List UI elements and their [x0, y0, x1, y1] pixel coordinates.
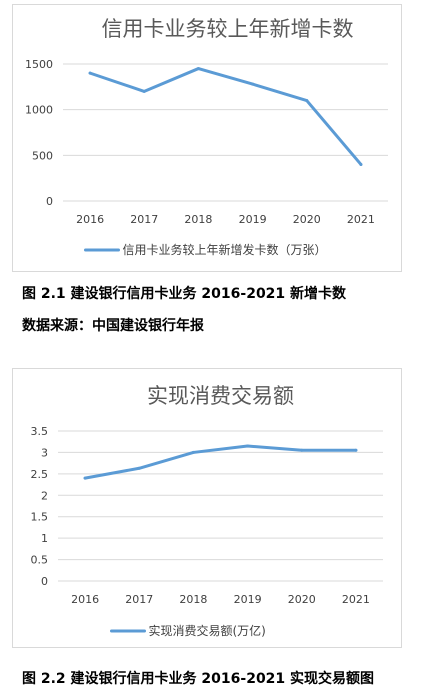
figure-caption-2-1: 图 2.1 建设银行信用卡业务 2016-2021 新增卡数 — [22, 286, 347, 302]
data-source-note: 数据来源：中国建设银行年报 — [22, 318, 204, 334]
data-point — [142, 89, 146, 93]
x-tick-label: 2020 — [288, 593, 316, 606]
y-tick-label: 1000 — [25, 104, 53, 117]
figure-caption-2-2: 图 2.2 建设银行信用卡业务 2016-2021 实现交易额图 — [22, 671, 375, 687]
x-tick-label: 2021 — [342, 593, 370, 606]
y-tick-label: 3 — [41, 446, 48, 459]
series-line — [83, 444, 358, 480]
x-tick-label: 2016 — [76, 213, 104, 226]
y-tick-label: 0 — [41, 575, 48, 588]
x-tick-label: 2017 — [125, 593, 153, 606]
y-tick-label: 1.5 — [31, 511, 49, 524]
data-point — [300, 448, 304, 452]
y-tick-label: 2 — [41, 489, 48, 502]
data-point — [137, 466, 141, 470]
y-tick-label: 500 — [32, 149, 53, 162]
y-tick-label: 0.5 — [31, 554, 49, 567]
x-tick-label: 2019 — [234, 593, 262, 606]
y-tick-label: 0 — [46, 195, 53, 208]
data-point — [88, 71, 92, 75]
chart-consumption-volume-svg: 实现消费交易额 0 0.5 1 1.5 2 2.5 3 3.5 2016 2017 2018 2019 2… — [31, 384, 383, 638]
chart-new-cards-svg: 信用卡业务较上年新增卡数 0 500 1000 1500 2016 2017 2018 2019… — [25, 17, 388, 257]
x-tick-label: 2018 — [184, 213, 212, 226]
data-point — [83, 476, 87, 480]
x-tick-label: 2019 — [239, 213, 267, 226]
y-tick-label: 1500 — [25, 58, 53, 71]
chart-title: 实现消费交易额 — [147, 384, 294, 408]
legend-label: 实现消费交易额(万亿) — [149, 623, 266, 638]
data-point — [246, 444, 250, 448]
y-tick-label: 1 — [41, 532, 48, 545]
x-tick-label: 2021 — [347, 213, 375, 226]
x-tick-label: 2020 — [293, 213, 321, 226]
data-point — [359, 162, 363, 166]
x-tick-label: 2017 — [130, 213, 158, 226]
chart-new-cards: 信用卡业务较上年新增卡数 0 500 1000 1500 2016 2017 2018 2019… — [12, 4, 402, 272]
legend-label: 信用卡业务较上年新增发卡数（万张） — [123, 242, 327, 257]
data-point — [191, 450, 195, 454]
data-point — [354, 448, 358, 452]
chart-consumption-volume: 实现消费交易额 0 0.5 1 1.5 2 2.5 3 3.5 2016 2017 2018 2019 2… — [12, 368, 402, 648]
series-line — [88, 67, 363, 166]
chart-title: 信用卡业务较上年新增卡数 — [102, 17, 354, 41]
data-point — [251, 82, 255, 86]
x-tick-label: 2018 — [179, 593, 207, 606]
y-tick-label: 3.5 — [31, 425, 49, 438]
y-tick-label: 2.5 — [31, 468, 49, 481]
data-point — [305, 99, 309, 103]
data-point — [196, 67, 200, 71]
x-tick-label: 2016 — [71, 593, 99, 606]
